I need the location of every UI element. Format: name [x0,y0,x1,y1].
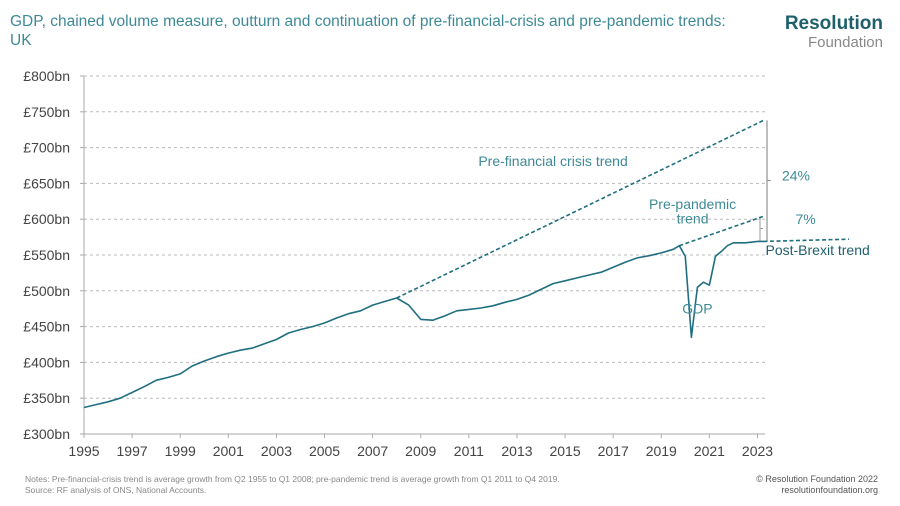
chart-title: GDP, chained volume measure, outturn and… [10,13,726,49]
x-tick-label: 2013 [501,443,532,459]
y-tick-label: £550bn [23,247,70,263]
x-tick-label: 2011 [454,443,484,459]
x-tick-label: 2001 [213,443,244,459]
series-line-gdp [83,240,764,409]
series-line-pre-financial-crisis-trend [396,119,764,299]
x-tick-label: 1995 [68,443,99,459]
source-text: Source: RF analysis of ONS, National Acc… [25,485,207,495]
y-tick-label: £500bn [23,283,70,299]
y-tick-label: £700bn [23,140,70,156]
footnotes: Notes: Pre-financial-crisis trend is ave… [25,474,560,496]
y-tick-label: £350bn [23,390,70,406]
logo: Resolution Foundation [784,13,883,52]
x-tick-label: 2023 [742,443,773,459]
y-tick-label: £450bn [23,319,70,335]
copyright-text: © Resolution Foundation 2022 [756,474,878,484]
y-tick-label: £400bn [23,354,70,370]
annotation-label: trend [677,210,709,226]
series-line-post-brexit-trend [763,238,849,243]
notes-text: Notes: Pre-financial-crisis trend is ave… [25,474,560,484]
x-tick-label: 2003 [261,443,292,459]
y-tick-label: £600bn [23,211,70,227]
y-tick-label: £800bn [23,68,70,84]
annotation-label: Post-Brexit trend [766,242,870,258]
x-tick-label: 2007 [357,443,388,459]
x-tick-label: 2017 [598,443,629,459]
annotation-label: Pre-pandemic [649,196,736,212]
y-tick-label: £300bn [23,426,70,442]
x-tick-label: 2009 [405,443,436,459]
copyright: © Resolution Foundation 2022 resolutionf… [756,474,878,496]
website-link[interactable]: resolutionfoundation.org [781,485,878,495]
x-tick-label: 1999 [165,443,196,459]
annotation-label: 24% [782,168,810,184]
x-tick-label: 2019 [646,443,677,459]
annotation-label: 7% [795,211,815,227]
y-tick-label: £750bn [23,104,70,120]
x-tick-label: 2015 [549,443,580,459]
annotation-label: GDP [682,301,712,317]
series-line-pre-pandemic-trend [679,215,764,247]
x-tick-label: 1997 [117,443,148,459]
x-tick-label: 2021 [694,443,725,459]
logo-line1: Resolution [784,13,883,34]
y-tick-label: £650bn [23,175,70,191]
logo-line2: Foundation [807,34,883,51]
annotation-label: Pre-financial crisis trend [478,153,627,169]
x-tick-label: 2005 [309,443,340,459]
